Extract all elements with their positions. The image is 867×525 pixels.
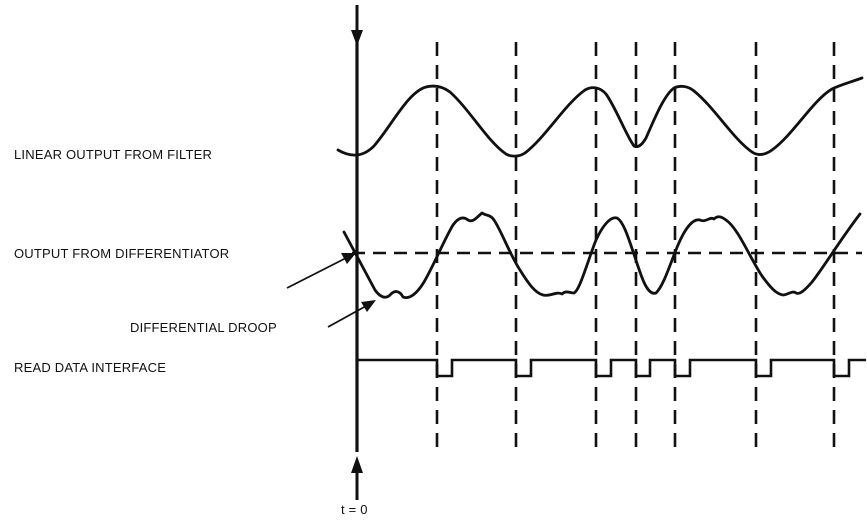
timing-dashed-lines <box>435 42 836 448</box>
linear-output-label: LINEAR OUTPUT FROM FILTER <box>14 147 213 162</box>
t-zero-label: t = 0 <box>341 502 368 517</box>
differentiator-pointer-arrow <box>286 253 356 289</box>
bottom-up-arrow-icon <box>351 456 363 500</box>
differential-droop-label: DIFFERENTIAL DROOP <box>130 320 277 335</box>
read-data-waveform <box>357 358 866 378</box>
droop-pointer-arrow <box>327 300 376 328</box>
linear-output-waveform <box>336 76 864 158</box>
read-data-interface-label: READ DATA INTERFACE <box>14 360 167 375</box>
differentiator-output-waveform <box>342 211 862 300</box>
differentiator-output-label: OUTPUT FROM DIFFERENTIATOR <box>14 246 230 261</box>
top-down-arrow-icon <box>351 5 363 46</box>
